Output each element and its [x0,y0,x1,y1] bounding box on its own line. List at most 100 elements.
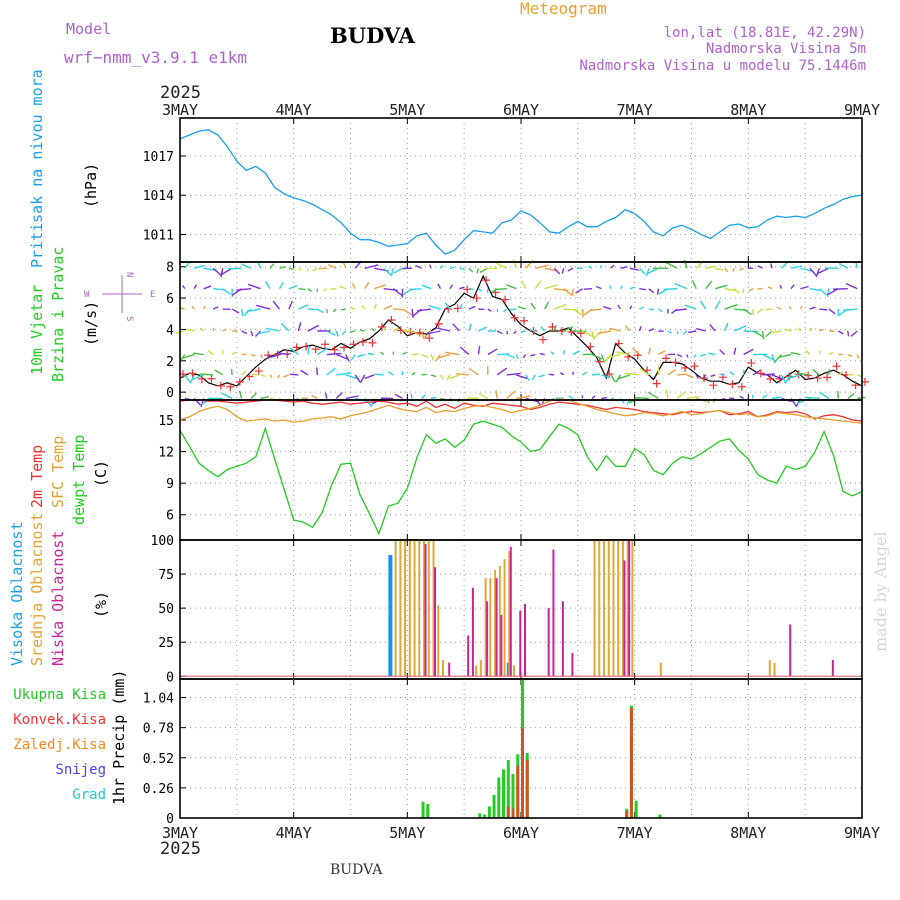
wind-arrow [316,367,319,375]
wind-arrow [629,286,636,290]
wind-speed-marker [737,382,746,391]
wind-arrow [790,265,803,269]
wind-arrow [227,267,242,270]
wind-speed-marker [832,362,841,371]
wind-arrow [771,354,776,364]
bar [413,540,416,677]
wind-arrow [307,324,319,332]
bar [404,540,407,677]
bar [408,540,411,677]
wind-arrow [495,390,499,399]
wind-arrow [733,347,737,355]
wind-arrow [561,268,565,274]
compass-n: N [124,272,134,277]
bar [634,800,638,818]
wind-arrow [265,281,271,290]
wind-arrow [819,391,830,400]
wind-speed-marker [501,295,510,304]
wind-arrow [544,283,559,290]
wind-arrow [732,268,735,272]
wind-arrow [529,328,536,332]
compass-s: S [124,316,134,321]
wind-arrow [240,308,244,317]
wind-arrow [709,323,716,332]
wind-arrow [298,304,309,310]
wind-arrow [360,374,366,383]
wind-arrow [487,348,498,356]
wind-speed-marker [681,363,690,372]
wind-arrow [837,371,844,376]
bar [511,773,515,818]
wind-arrow [688,330,697,334]
bar [492,794,496,818]
wind-arrow [364,264,379,269]
wind-speed-marker [245,372,254,381]
wind-arrow [591,330,595,341]
wind-speed-marker [538,335,547,344]
meteogram-title: Meteogram [520,0,607,18]
wind-arrow [387,371,394,376]
wind-arrow [184,374,192,384]
wind-speed-marker [377,323,386,331]
wind-arrow [459,286,465,290]
wind-arrow [421,284,432,290]
bar [768,659,771,677]
bar [603,540,606,677]
wind-arrow [616,374,631,380]
panel-frame [179,678,863,819]
wind-arrow [597,330,612,335]
wind-arrow [593,330,602,339]
wind-arrow [371,327,375,332]
wind-arrow [430,396,437,400]
wind-arrow [797,372,810,376]
bar [552,549,555,677]
bar [509,546,512,677]
wind-arrow [770,263,773,269]
header: Model wrf−nmm_v3.9.1 e1km BUDVA Meteogra… [64,0,890,878]
wind-arrow [663,287,678,291]
panel-2: 0 2 4 6 8 [166,259,869,408]
year-top: 2025 [160,83,201,103]
wind-arrow [468,305,476,310]
ytick-label: 1017 [143,150,174,165]
days-bottom: 3MAY 4MAY 5MAY 6MAY 7MAY 8MAY 9MAY [162,824,880,842]
wind-arrow [819,308,828,311]
day-label-bottom: 7MAY [617,824,653,842]
day-label-top: 8MAY [730,101,766,119]
wind-arrow [724,267,729,273]
wind-arrow [439,265,444,269]
wind-arrow [583,308,593,316]
wind-arrow [380,351,385,356]
wind-arrow [616,351,631,356]
wind-arrow [345,395,359,400]
ytick-label: 6 [166,509,174,524]
wind-arrow [724,322,729,332]
wind-arrow [705,265,716,269]
wind-arrow [790,351,801,356]
cloud-label-3: Niska Oblacnost [49,531,67,666]
wind-arrow [809,287,821,292]
wind-arrow [306,268,309,272]
wind-arrow [733,288,740,294]
wind-arrow [572,350,580,356]
wind-arrow [357,353,365,358]
wind-arrow [590,308,602,312]
wind-arrow [719,349,726,356]
wind-arrow [182,353,195,359]
bar [607,540,610,677]
bar [399,540,402,677]
wind-arrow [847,330,850,337]
bar [511,808,515,818]
wind-arrow [581,309,584,318]
wind-arrow [544,267,557,272]
wind-arrow [439,374,444,380]
wind-arrow [634,396,649,400]
wind-arrow [512,259,517,269]
bar [441,659,444,677]
wind-arrow [297,267,302,272]
wind-arrow [193,352,204,356]
wind-arrow [516,374,528,380]
wind-arrow [743,330,759,333]
wind-arrow [563,288,573,296]
wind-arrow [266,327,280,332]
